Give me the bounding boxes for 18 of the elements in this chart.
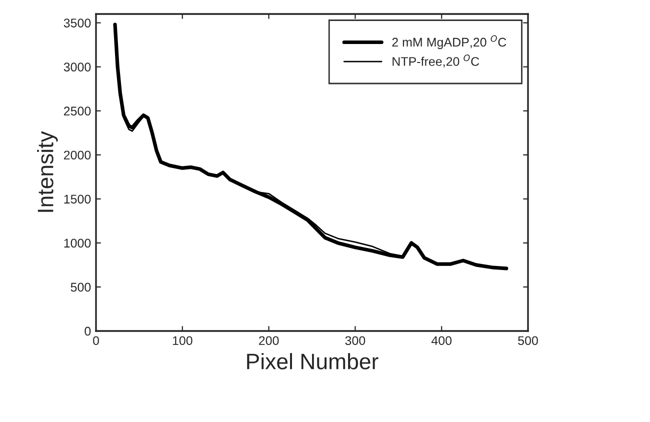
legend-label: 2 mM MgADP,20 $^{O}$C	[392, 35, 506, 50]
y-tick-label: 500	[70, 282, 91, 292]
y-tick-label: 1000	[64, 238, 91, 248]
y-tick-label: 0	[84, 326, 91, 336]
x-tick-label: 200	[259, 336, 279, 346]
x-tick-label: 400	[431, 336, 452, 346]
x-tick-label: 0	[93, 336, 99, 346]
y-tick-label: 2500	[64, 106, 91, 116]
x-axis-title: Pixel Number	[247, 353, 378, 370]
x-tick-label: 500	[518, 336, 538, 346]
x-tick-label: 100	[172, 336, 192, 346]
y-tick-label: 3500	[64, 18, 91, 28]
y-axis-title: Intensity	[37, 131, 58, 212]
y-tick-label: 1500	[64, 194, 91, 204]
y-tick-label: 2000	[64, 150, 91, 160]
y-tick-label: 3000	[64, 62, 91, 72]
x-tick-label: 300	[345, 336, 366, 346]
legend-label: NTP-free,20 $^{O}$C	[392, 54, 480, 68]
